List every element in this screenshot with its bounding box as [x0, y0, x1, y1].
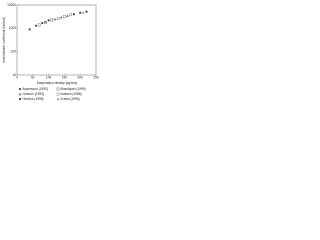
point: [72, 13, 75, 16]
point: [82, 11, 85, 14]
x-tick-label: 100: [46, 75, 52, 79]
legend-label: Bhashyam (1999): [61, 87, 86, 91]
point: [50, 18, 54, 22]
point: [18, 87, 22, 91]
y-tick-label: 10: [12, 73, 16, 77]
point: [79, 11, 82, 14]
legend-label: Gannon (1993): [23, 92, 44, 96]
point: [53, 17, 57, 21]
plot-frame: [16, 4, 97, 76]
x-tick-label: 250: [93, 75, 99, 79]
point: [56, 87, 60, 91]
x-tick-label: 150: [62, 75, 68, 79]
point: [41, 21, 44, 25]
point: [85, 10, 88, 13]
point: [56, 17, 60, 20]
x-tick-label: 200: [78, 75, 84, 79]
point: [37, 23, 41, 27]
y-tick-label: 10000: [7, 3, 16, 7]
legend-label: Hennes (1998): [23, 97, 44, 101]
page: Heat transfer coefficient (W/m²K) Evapor…: [0, 0, 100, 106]
point: [44, 20, 47, 24]
legend-label: Kresin (1996): [61, 97, 80, 101]
point: [59, 15, 63, 19]
point: [47, 19, 50, 22]
legend-label: Isaksen (1988): [61, 92, 82, 96]
y-axis-label: Heat transfer coefficient (W/m²K): [2, 17, 6, 63]
chart: Heat transfer coefficient (W/m²K) Evapor…: [0, 0, 100, 106]
y-tick-label: 1000: [9, 26, 16, 30]
point: [28, 28, 31, 31]
point: [63, 15, 66, 18]
point: [34, 24, 38, 27]
x-tick-label: 0: [16, 75, 18, 79]
x-tick-label: 50: [31, 75, 35, 79]
point: [69, 13, 72, 17]
point: [18, 92, 22, 96]
background: [0, 0, 100, 106]
point: [66, 14, 69, 18]
point: [18, 97, 22, 101]
legend-label: Andersson (1992): [23, 87, 48, 91]
x-axis-label: Evaporation density (kg/m²s): [37, 81, 78, 85]
point: [56, 92, 60, 96]
y-tick-label: 100: [11, 50, 17, 54]
point: [56, 97, 60, 101]
